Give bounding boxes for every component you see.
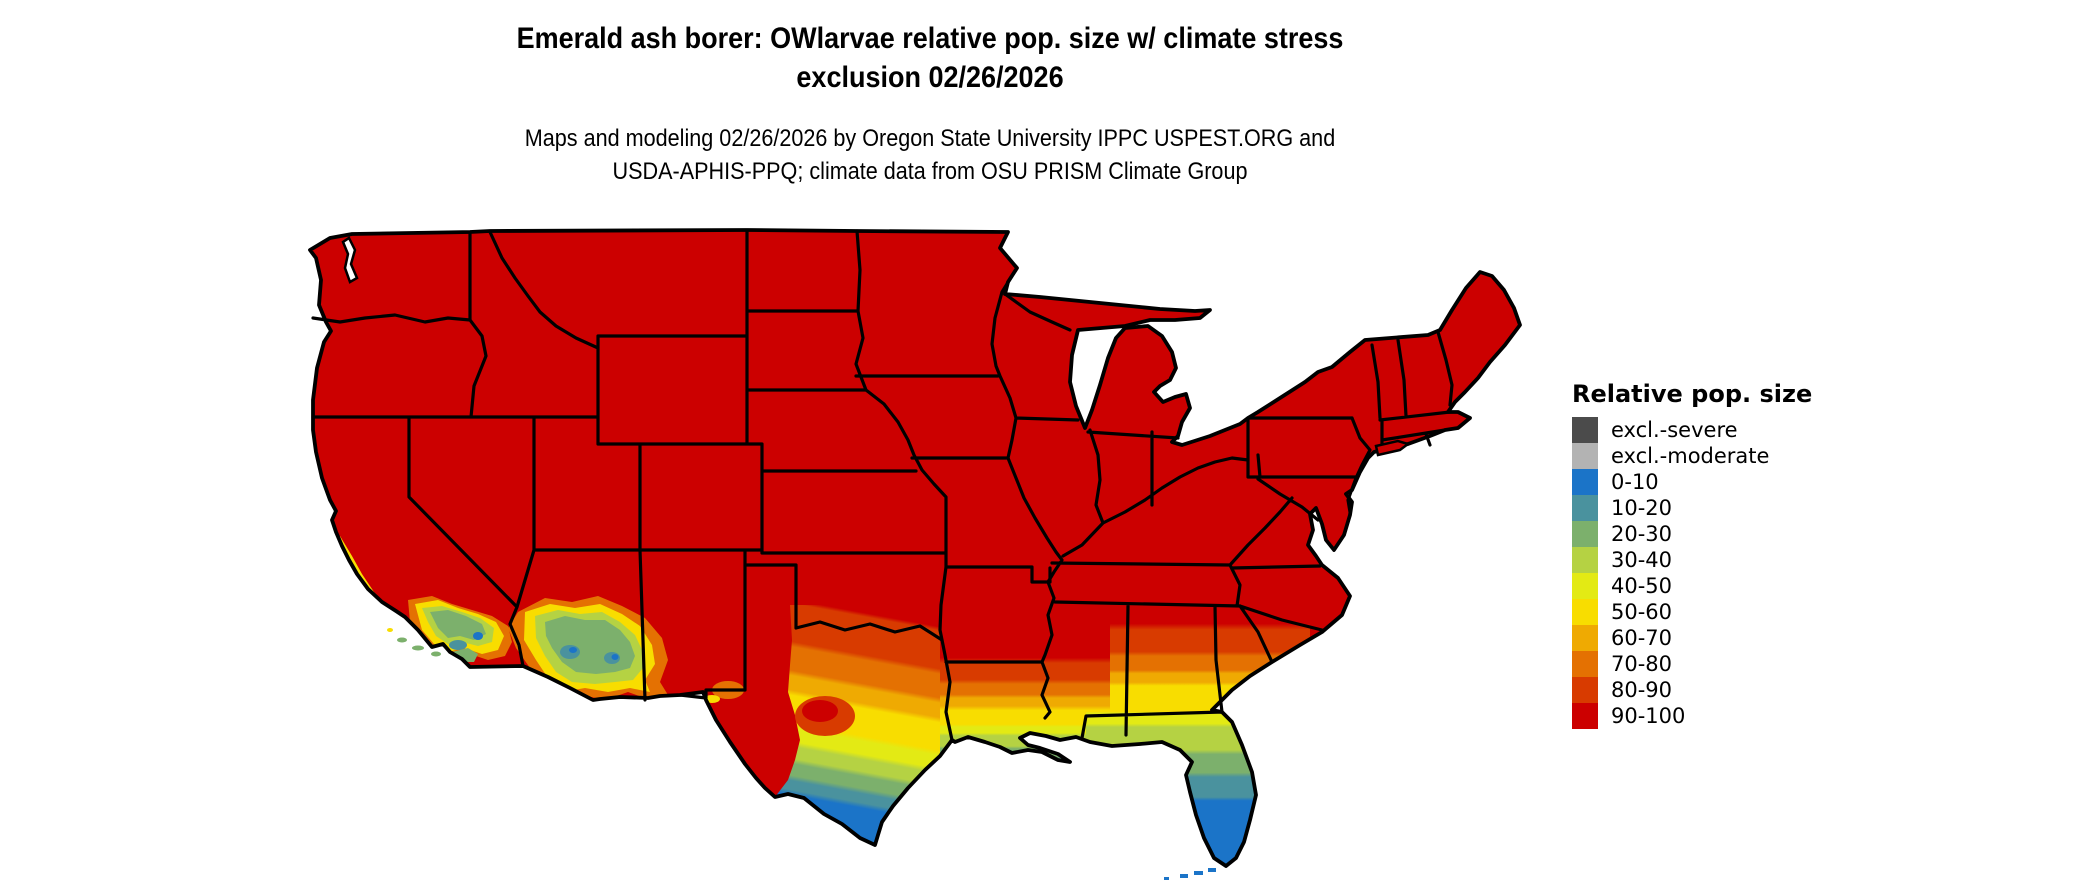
legend-item: 30-40 (1572, 547, 1812, 573)
legend-item-label: excl.-moderate (1611, 444, 1770, 468)
legend-item: excl.-moderate (1572, 443, 1812, 469)
legend-item-label: 20-30 (1611, 522, 1673, 546)
us-map (300, 218, 1570, 892)
legend: Relative pop. size excl.-severe excl.-mo… (1572, 380, 1812, 729)
legend-swatch-40-50 (1572, 573, 1598, 599)
long-island (1374, 439, 1411, 457)
map-subtitle-line2: USDA-APHIS-PPQ; climate data from OSU PR… (612, 158, 1248, 185)
legend-item-label: 10-20 (1611, 496, 1673, 520)
country-base (310, 230, 1520, 866)
legend-item: 60-70 (1572, 625, 1812, 651)
florida-keys (1164, 868, 1216, 880)
legend-swatch-80-90 (1572, 677, 1598, 703)
legend-item-label: 0-10 (1611, 470, 1659, 494)
legend-item-label: 60-70 (1611, 626, 1673, 650)
map-title-line1: Emerald ash borer: OWlarvae relative pop… (516, 22, 1344, 55)
channel-islands (387, 628, 441, 657)
map-title-line2: exclusion 02/26/2026 (796, 61, 1064, 94)
us-map-svg (308, 228, 1522, 880)
state-borders (311, 229, 1454, 742)
legend-item: 70-80 (1572, 651, 1812, 677)
legend-item-label: 90-100 (1611, 704, 1686, 728)
legend-item: excl.-severe (1572, 417, 1812, 443)
legend-item: 40-50 (1572, 573, 1812, 599)
legend-item: 90-100 (1572, 703, 1812, 729)
legend-swatch-90-100 (1572, 703, 1598, 729)
legend-item-label: 70-80 (1611, 652, 1673, 676)
legend-swatch-60-70 (1572, 625, 1598, 651)
legend-item-label: 40-50 (1611, 574, 1673, 598)
texas-red-tongue-core (802, 700, 838, 722)
legend-swatch-excl-severe (1572, 417, 1598, 443)
arizona-patches (508, 596, 668, 700)
legend-item: 50-60 (1572, 599, 1812, 625)
legend-swatch-10-20 (1572, 495, 1598, 521)
map-subtitle-line1: Maps and modeling 02/26/2026 by Oregon S… (524, 125, 1336, 152)
legend-item: 10-20 (1572, 495, 1812, 521)
legend-swatch-30-40 (1572, 547, 1598, 573)
map-title: Emerald ash borer: OWlarvae relative pop… (93, 19, 1767, 97)
legend-item: 80-90 (1572, 677, 1812, 703)
legend-swatch-excl-moderate (1572, 443, 1598, 469)
legend-title: Relative pop. size (1572, 380, 1813, 408)
country-outline (308, 228, 1522, 868)
legend-swatch-50-60 (1572, 599, 1598, 625)
legend-item-label: 80-90 (1611, 678, 1673, 702)
map-subtitle: Maps and modeling 02/26/2026 by Oregon S… (93, 122, 1767, 188)
texas-gradient-region (775, 605, 950, 845)
legend-item-label: excl.-severe (1611, 418, 1738, 442)
legend-item-label: 30-40 (1611, 548, 1673, 572)
legend-item: 0-10 (1572, 469, 1812, 495)
legend-swatch-0-10 (1572, 469, 1598, 495)
legend-swatch-70-80 (1572, 651, 1598, 677)
legend-item: 20-30 (1572, 521, 1812, 547)
puget-sound-inlet (341, 236, 359, 284)
legend-item-label: 50-60 (1611, 600, 1673, 624)
legend-swatch-20-30 (1572, 521, 1598, 547)
